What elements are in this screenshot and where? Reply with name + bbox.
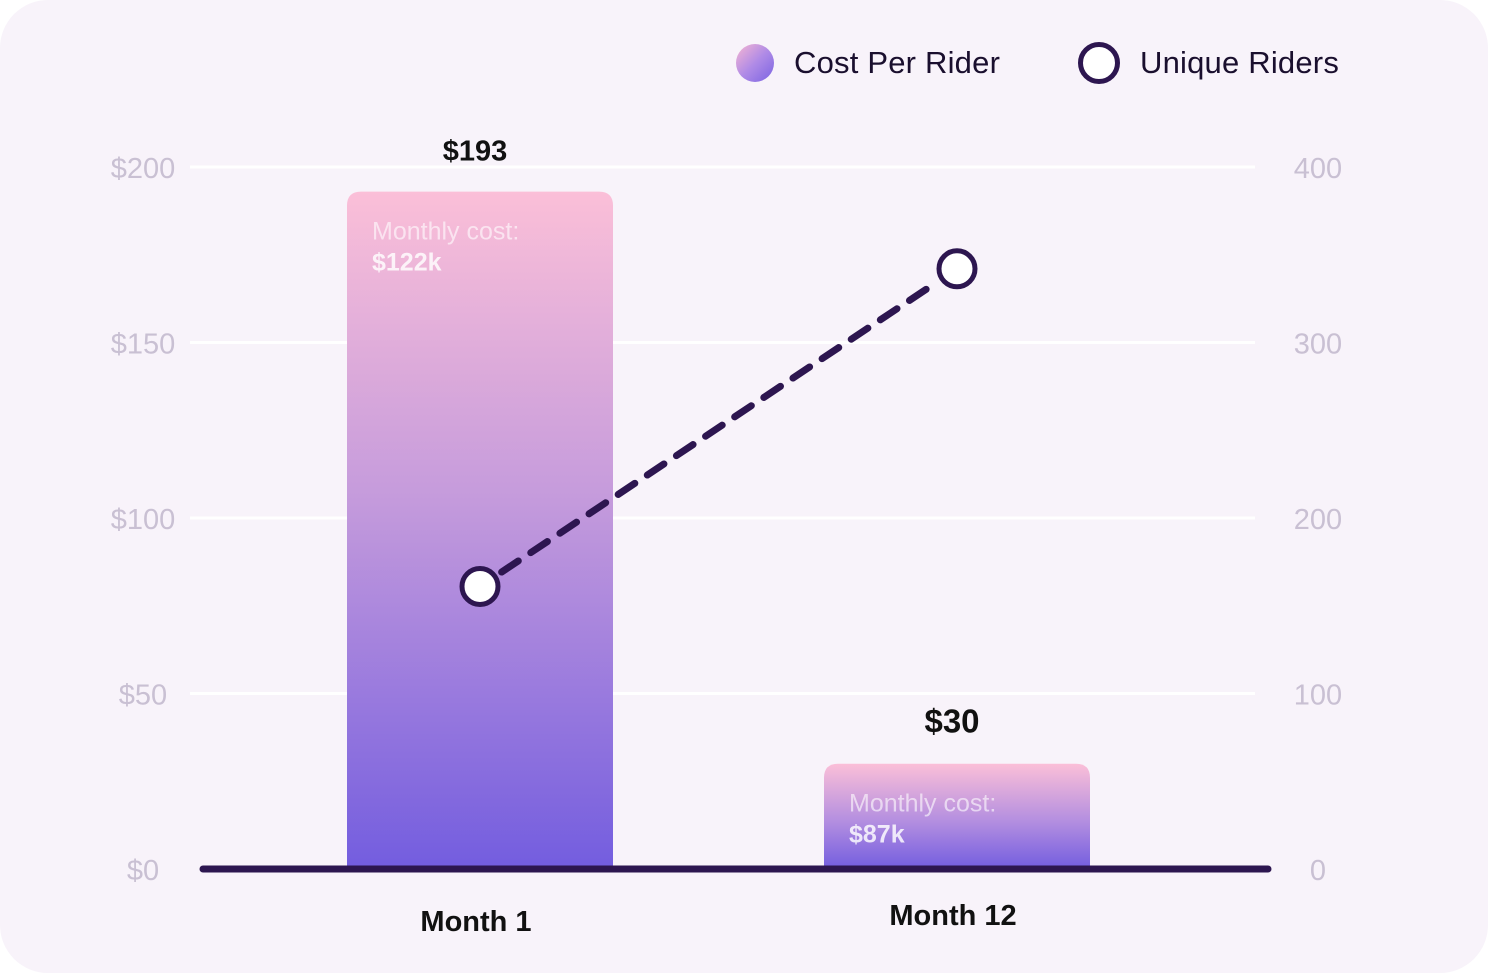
bar-inner-label-value: $122k — [372, 249, 442, 277]
legend-label-cost: Cost Per Rider — [794, 45, 1001, 80]
bar-value-label: $193 — [443, 136, 508, 168]
bar-inner-label-title: Monthly cost: — [372, 218, 519, 246]
gradient-dot-icon — [736, 44, 774, 82]
y-left-tick-label: $50 — [119, 680, 167, 712]
legend-item-unique-riders: Unique Riders — [1078, 38, 1339, 88]
bar-value-label: $30 — [924, 703, 979, 740]
legend-label-riders: Unique Riders — [1140, 45, 1340, 80]
bar-inner-label-value: $87k — [849, 821, 905, 849]
bar — [824, 763, 1090, 869]
unique-riders-point — [459, 565, 501, 607]
y-right-tick-label: 300 — [1294, 329, 1342, 361]
y-left-tick-label: $0 — [127, 855, 159, 887]
y-left-tick-label: $100 — [111, 504, 176, 536]
y-right-tick-label: 100 — [1294, 680, 1342, 712]
unique-riders-line — [498, 278, 941, 576]
legend-item-cost-per-rider: Cost Per Rider — [736, 38, 1000, 88]
x-category-label: Month 12 — [889, 900, 1016, 932]
legend: Cost Per Rider Unique Riders — [0, 38, 1488, 88]
ring-icon — [1078, 42, 1120, 84]
bar — [347, 191, 613, 869]
bar-inner-label-title: Monthly cost: — [849, 790, 996, 818]
y-right-tick-label: 200 — [1294, 504, 1342, 536]
y-right-tick-label: 400 — [1294, 153, 1342, 185]
y-left-tick-label: $150 — [111, 329, 176, 361]
y-left-tick-label: $200 — [111, 153, 176, 185]
x-category-label: Month 1 — [420, 906, 531, 938]
unique-riders-point — [936, 248, 978, 290]
y-right-tick-label: 0 — [1310, 855, 1326, 887]
